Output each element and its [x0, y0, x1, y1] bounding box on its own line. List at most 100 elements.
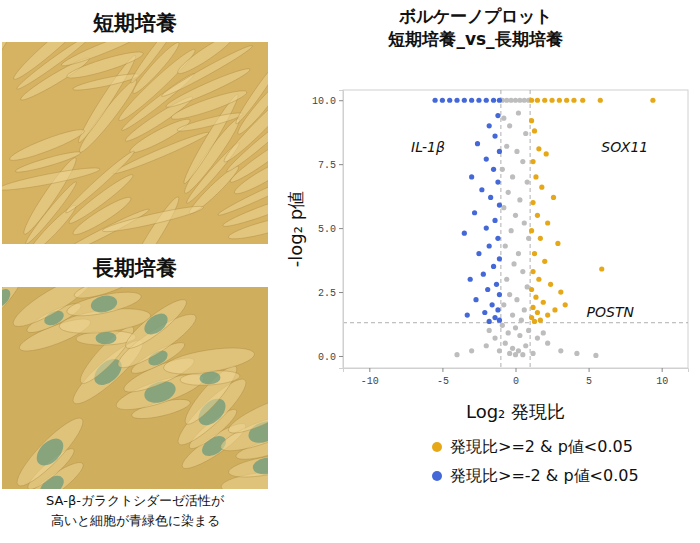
data-point — [491, 264, 496, 269]
data-point — [484, 343, 489, 348]
data-point — [555, 241, 560, 246]
x-tick-label: 5 — [586, 376, 592, 387]
y-axis-title: -log₂ p値 — [285, 191, 306, 267]
x-axis: -10-50510 — [344, 368, 689, 387]
data-point — [530, 200, 535, 205]
x-tick-mark — [369, 368, 370, 372]
data-point — [522, 307, 527, 312]
panel-title: 長期培養 — [92, 256, 177, 280]
stained-cell — [141, 309, 172, 338]
data-point — [535, 310, 540, 315]
y-tick: 7.5 — [318, 160, 343, 171]
cell — [59, 42, 148, 70]
data-point — [516, 110, 521, 115]
x-tick: 10 — [656, 368, 668, 387]
data-point — [558, 348, 563, 353]
x-tick: -10 — [361, 368, 379, 387]
caption: 高いと細胞が青緑色に染まる — [51, 513, 220, 528]
plot-frame — [343, 90, 688, 368]
data-point — [511, 261, 516, 266]
y-tick-mark — [339, 100, 343, 101]
data-point — [514, 149, 519, 154]
y-tick-mark — [339, 356, 343, 357]
data-point — [580, 98, 585, 103]
data-point — [520, 159, 525, 164]
cell — [72, 287, 133, 302]
data-point — [507, 292, 512, 297]
data-point — [599, 266, 604, 271]
data-point — [536, 146, 541, 151]
data-point — [530, 351, 535, 356]
x-axis-line — [344, 369, 689, 373]
data-point — [538, 236, 543, 241]
data-point — [487, 328, 492, 333]
x-tick-mark — [442, 368, 443, 372]
stained-cell — [32, 434, 69, 471]
cell — [128, 42, 183, 85]
data-point — [532, 128, 537, 133]
data-point — [454, 98, 459, 103]
x-tick-label: -5 — [437, 376, 449, 387]
data-point — [495, 307, 500, 312]
data-point — [497, 348, 502, 353]
data-point — [571, 98, 576, 103]
x-tick-mark — [589, 368, 590, 372]
data-point — [513, 352, 518, 357]
data-point — [523, 131, 528, 136]
data-point — [535, 213, 540, 218]
data-point — [492, 335, 497, 340]
data-point — [529, 118, 534, 123]
y-tick: 0.0 — [318, 352, 343, 363]
figure: 短期培養長期培養SA-β-ガラクトシダーゼ活性が高いと細胞が青緑色に染まるボルケ… — [0, 0, 700, 543]
y-axis-line — [339, 91, 344, 369]
data-point — [475, 141, 480, 146]
legend-swatch — [432, 442, 442, 452]
x-tick: 5 — [586, 368, 592, 387]
data-point — [506, 190, 511, 195]
data-point — [500, 167, 505, 172]
data-point — [525, 179, 530, 184]
caption: SA-β-ガラクトシダーゼ活性が — [46, 493, 225, 508]
data-point — [503, 243, 508, 248]
annotation: IL-1β — [411, 139, 445, 155]
cell — [8, 125, 87, 165]
data-point — [514, 297, 519, 302]
y-tick: 5.0 — [318, 224, 343, 235]
cell — [121, 294, 192, 355]
data-point — [482, 310, 487, 315]
cell — [225, 391, 268, 439]
data-point — [504, 144, 509, 149]
data-point — [495, 113, 500, 118]
data-point — [544, 151, 549, 156]
data-point — [510, 174, 515, 179]
data-point — [574, 351, 579, 356]
data-point — [549, 98, 554, 103]
data-point — [530, 305, 535, 310]
data-point — [432, 98, 437, 103]
data-point — [481, 272, 486, 277]
cell — [10, 411, 90, 489]
cell — [101, 202, 205, 235]
data-point — [500, 323, 505, 328]
stained-cell — [2, 287, 14, 310]
cell — [162, 343, 256, 379]
data-point — [548, 282, 553, 287]
data-point — [465, 312, 470, 317]
data-point — [484, 156, 489, 161]
data-point — [523, 343, 528, 348]
data-point — [526, 236, 531, 241]
data-point — [509, 228, 514, 233]
data-point — [497, 202, 502, 207]
data-point — [468, 277, 473, 282]
chart-subtitle: 短期培養_vs_長期培養 — [387, 29, 562, 49]
cell — [10, 42, 96, 84]
data-point — [497, 98, 502, 103]
data-point — [492, 133, 497, 138]
data-point — [520, 352, 525, 357]
data-point — [501, 205, 506, 210]
legend-label: 発現比>=2 & p値<0.05 — [450, 437, 633, 456]
chart-title: ボルケーノプロット — [398, 6, 552, 26]
data-point — [513, 325, 518, 330]
data-point — [539, 185, 544, 190]
data-point — [501, 116, 506, 121]
